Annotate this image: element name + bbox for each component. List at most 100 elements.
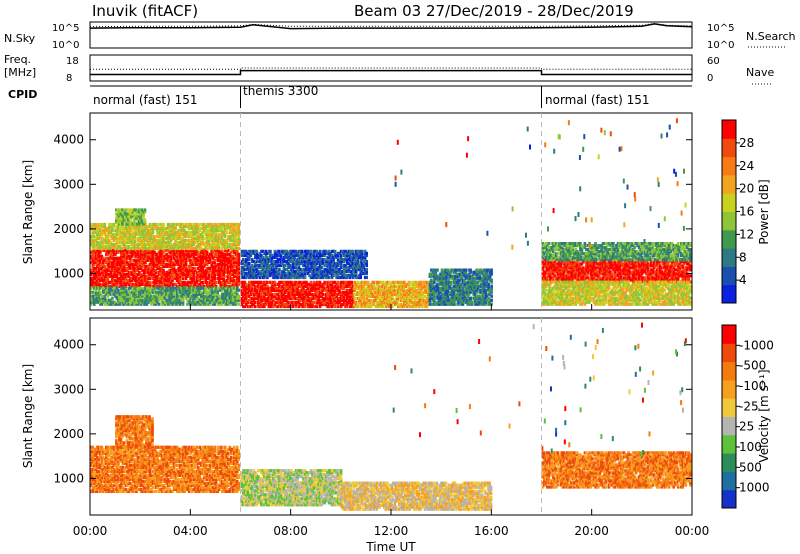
- data-cell: [127, 236, 131, 241]
- data-cell: [111, 250, 114, 254]
- data-cell: [96, 262, 99, 266]
- data-cell: [181, 268, 185, 272]
- frequency-unit: [MHz]: [4, 66, 36, 79]
- data-cell: [220, 276, 224, 280]
- data-cell: [123, 248, 126, 252]
- data-cell: [144, 254, 147, 258]
- data-cell: [132, 246, 135, 251]
- data-cell: [156, 252, 159, 256]
- data-cell: [237, 282, 241, 286]
- data-cell: [175, 236, 179, 241]
- data-cell: [159, 234, 162, 239]
- data-cell: [150, 252, 153, 256]
- data-cell: [93, 234, 96, 239]
- data-cell: [99, 242, 102, 247]
- data-cell: [184, 268, 188, 272]
- data-cell: [220, 266, 224, 270]
- data-cell: [192, 232, 195, 237]
- data-cell: [174, 244, 177, 249]
- data-cell: [123, 254, 126, 258]
- data-cell: [118, 276, 122, 280]
- data-cell: [214, 270, 218, 274]
- data-cell: [160, 224, 164, 229]
- data-cell: [127, 248, 131, 252]
- data-cell: [187, 252, 191, 256]
- data-cell: [168, 246, 171, 251]
- data-cell: [192, 248, 195, 252]
- data-cell: [205, 276, 209, 280]
- data-cell: [129, 264, 132, 268]
- data-cell: [190, 242, 194, 247]
- data-cell: [190, 244, 194, 249]
- data-cell: [123, 260, 126, 264]
- data-cell: [93, 276, 96, 280]
- data-cell: [106, 236, 110, 241]
- data-cell: [192, 230, 195, 235]
- data-cell: [114, 284, 117, 288]
- data-cell: [169, 270, 173, 274]
- data-cell: [227, 252, 230, 256]
- data-cell: [153, 274, 156, 278]
- data-cell: [222, 256, 225, 260]
- data-cell: [216, 258, 219, 262]
- data-cell: [166, 248, 170, 252]
- data-cell: [109, 262, 113, 266]
- data-cell: [163, 244, 167, 249]
- data-cell: [165, 256, 168, 260]
- data-cell: [214, 250, 218, 254]
- data-cell: [106, 232, 110, 237]
- data-cell: [165, 270, 168, 274]
- data-cell: [139, 264, 143, 268]
- data-cell: [123, 262, 126, 266]
- data-cell: [190, 268, 194, 272]
- data-cell: [109, 254, 113, 258]
- data-cell: [145, 230, 149, 235]
- data-cell: [195, 252, 198, 256]
- data-cell: [150, 226, 153, 231]
- data-cell: [403, 280, 406, 284]
- data-cell: [138, 266, 141, 270]
- data-cell: [94, 256, 98, 260]
- data-cell: [139, 250, 143, 254]
- data-cell: [168, 236, 171, 241]
- data-cell: [181, 266, 185, 270]
- data-cell: [171, 224, 174, 229]
- data-cell: [96, 248, 99, 252]
- data-cell: [120, 240, 123, 245]
- data-cell: [195, 228, 198, 233]
- data-cell: [210, 286, 213, 290]
- data-cell: [115, 242, 119, 247]
- data-cell: [174, 242, 177, 247]
- data-cell: [115, 246, 119, 251]
- data-cell: [132, 226, 135, 231]
- data-cell: [189, 280, 192, 284]
- data-cell: [124, 232, 128, 237]
- data-cell: [138, 276, 141, 280]
- data-cell: [219, 274, 222, 278]
- data-cell: [220, 262, 224, 266]
- data-cell: [123, 284, 126, 288]
- data-cell: [195, 256, 198, 260]
- data-cell: [172, 266, 176, 270]
- data-cell: [124, 262, 128, 266]
- data-cell: [141, 240, 144, 245]
- data-cell: [333, 249, 337, 253]
- data-cell: [90, 284, 93, 288]
- data-cell: [184, 272, 188, 276]
- data-cell: [207, 260, 210, 264]
- data-cell: [163, 284, 167, 288]
- data-cell: [156, 246, 159, 251]
- data-cell: [145, 248, 149, 252]
- data-cell: [99, 228, 102, 233]
- data-cell: [109, 222, 113, 227]
- data-cell: [213, 254, 216, 258]
- data-cell: [166, 240, 170, 245]
- data-cell: [129, 232, 132, 237]
- data-cell: [178, 268, 182, 272]
- data-cell: [130, 254, 134, 258]
- data-cell: [198, 268, 201, 272]
- data-cell: [189, 222, 192, 227]
- data-cell: [93, 240, 96, 245]
- data-cell: [172, 248, 176, 252]
- data-cell: [136, 284, 140, 288]
